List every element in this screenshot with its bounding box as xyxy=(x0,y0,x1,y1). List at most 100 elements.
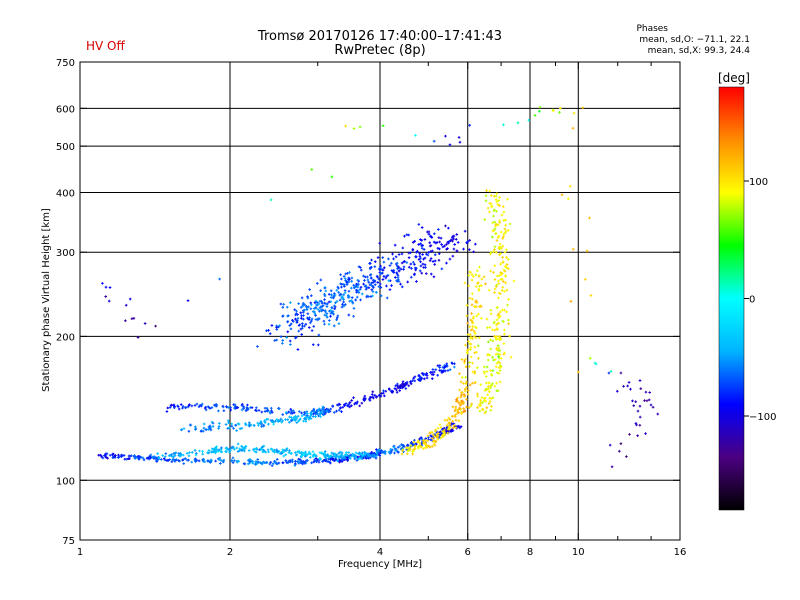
data-point xyxy=(644,432,647,435)
data-point xyxy=(284,418,287,421)
data-point xyxy=(341,456,345,460)
data-point xyxy=(142,458,146,462)
data-point xyxy=(381,256,385,259)
data-point xyxy=(498,336,502,339)
data-point xyxy=(577,370,580,374)
data-point xyxy=(342,304,346,308)
data-point xyxy=(501,277,504,281)
data-point xyxy=(416,249,419,253)
data-point xyxy=(286,330,290,334)
data-point xyxy=(403,260,406,263)
data-point xyxy=(187,404,191,407)
data-point xyxy=(527,118,531,122)
data-point xyxy=(426,439,430,443)
data-point xyxy=(437,236,441,240)
data-point xyxy=(368,262,372,265)
data-point xyxy=(495,327,499,330)
data-point xyxy=(347,454,351,458)
data-point xyxy=(489,386,492,390)
data-point xyxy=(344,124,347,128)
data-point xyxy=(467,406,471,409)
data-point xyxy=(502,210,506,214)
data-point xyxy=(474,285,478,288)
data-point xyxy=(491,229,495,233)
data-point xyxy=(409,262,413,266)
data-point xyxy=(305,305,308,308)
data-point xyxy=(444,134,447,138)
data-point xyxy=(429,250,433,253)
data-point xyxy=(463,410,466,413)
data-point xyxy=(233,403,237,407)
data-point xyxy=(426,434,430,438)
data-point xyxy=(429,257,433,260)
data-point xyxy=(407,256,411,259)
data-point xyxy=(390,390,393,393)
data-point xyxy=(271,449,275,453)
data-point xyxy=(414,255,417,258)
data-point xyxy=(448,418,452,421)
data-point xyxy=(335,288,339,292)
data-point xyxy=(164,452,168,455)
data-point xyxy=(137,457,141,460)
data-point xyxy=(230,424,234,428)
data-point xyxy=(457,419,461,423)
phase-stats-o: mean, sd,O: −71.1, 22.1 xyxy=(639,35,750,45)
data-point xyxy=(378,282,382,286)
data-point xyxy=(270,406,273,410)
data-point xyxy=(428,244,432,248)
data-point xyxy=(362,274,365,278)
data-point xyxy=(493,328,497,332)
data-point xyxy=(497,296,500,300)
data-point xyxy=(456,425,460,429)
data-point xyxy=(275,338,278,342)
data-point xyxy=(399,267,403,271)
data-point xyxy=(202,422,206,426)
data-point xyxy=(432,240,436,244)
data-point xyxy=(436,437,440,441)
data-point xyxy=(610,465,614,469)
data-point xyxy=(569,300,573,303)
data-point xyxy=(332,296,335,300)
data-point xyxy=(173,454,177,457)
data-point xyxy=(475,269,479,272)
data-point xyxy=(312,307,316,310)
data-point xyxy=(172,404,175,407)
data-point xyxy=(440,267,444,271)
data-point xyxy=(444,224,447,228)
data-point xyxy=(379,272,382,276)
data-point xyxy=(298,323,302,326)
data-point xyxy=(466,392,470,396)
data-point xyxy=(419,376,422,380)
data-point xyxy=(409,447,412,451)
data-point xyxy=(482,275,486,279)
data-point xyxy=(298,418,301,422)
data-point xyxy=(382,260,386,264)
data-point xyxy=(558,111,561,114)
data-point xyxy=(479,401,482,405)
data-point xyxy=(285,336,288,339)
data-point xyxy=(165,410,169,413)
data-point xyxy=(141,456,145,460)
data-point xyxy=(446,247,449,250)
data-point xyxy=(397,269,401,273)
data-point xyxy=(346,459,349,462)
data-point xyxy=(417,439,420,443)
data-point xyxy=(318,407,321,411)
data-point xyxy=(474,381,477,384)
data-point xyxy=(316,343,320,347)
data-point xyxy=(498,204,501,207)
data-point xyxy=(288,449,291,453)
data-point xyxy=(308,456,312,459)
data-point xyxy=(342,293,345,297)
data-point xyxy=(493,358,497,361)
data-point xyxy=(462,247,465,251)
data-point xyxy=(453,365,456,369)
data-point xyxy=(379,286,383,289)
data-point xyxy=(468,365,471,368)
data-point xyxy=(366,456,369,459)
data-point xyxy=(363,394,367,398)
data-point xyxy=(323,455,327,459)
data-point xyxy=(477,274,481,277)
data-point xyxy=(302,413,306,416)
data-point xyxy=(337,455,340,459)
